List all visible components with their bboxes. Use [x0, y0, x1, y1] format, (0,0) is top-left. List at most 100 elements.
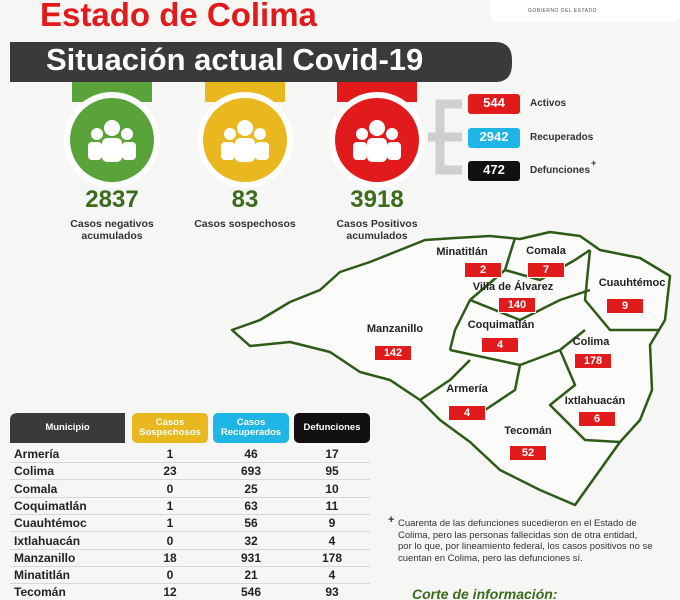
box-active [468, 94, 520, 114]
title: Estado de Colima [40, 0, 317, 33]
breakdown-label: Recuperados [530, 132, 594, 143]
municipality-name: Cuauhtémoc [598, 277, 666, 289]
row-divider [10, 548, 370, 550]
municipality-value: 178 [574, 353, 612, 369]
row-divider [10, 565, 370, 567]
table-header: Casos Recuperados [220, 417, 282, 438]
municipality-value: 140 [498, 297, 536, 313]
municipality-name: Manzanillo [366, 323, 424, 335]
table-cell: 1 [166, 498, 174, 513]
box-recovered [468, 128, 520, 148]
table-cell: 10 [325, 481, 339, 496]
table-cell: 17 [325, 447, 339, 461]
table-cell: 0 [166, 568, 174, 583]
table-cell: Colima [14, 464, 55, 479]
municipality-value: 7 [527, 262, 565, 278]
table-header: Casos Sospechosos [139, 417, 201, 438]
row-divider [10, 531, 370, 533]
summary-label: Casos sospechosos [194, 218, 296, 230]
box-deaths [468, 161, 520, 181]
municipality-name: Colima [572, 336, 610, 348]
row-divider [10, 583, 370, 585]
table-cell: 21 [244, 568, 258, 583]
table-cell: Tecomán [14, 585, 66, 600]
table-header: Municipio [45, 422, 90, 433]
breakdown-label: Defunciones [530, 165, 591, 176]
row-divider [10, 496, 370, 498]
municipality-value: 2 [464, 262, 502, 278]
table-cell: 18 [163, 550, 177, 565]
summary-icons [64, 82, 425, 188]
banner [10, 42, 512, 82]
breakdown-mark: + [591, 158, 597, 168]
municipality-name: Tecomán [504, 425, 552, 437]
table-cell: 178 [321, 550, 343, 565]
table-cell: 25 [244, 481, 258, 496]
table-cell: Minatitlán [14, 568, 70, 583]
table-cell: 4 [328, 533, 336, 548]
summary-label: Casos Positivos acumulados [336, 218, 418, 242]
subtitle: Situación actual Covid-19 [46, 42, 424, 77]
municipality-name: Armería [446, 383, 488, 395]
table-cell: 931 [240, 550, 262, 565]
table-cell: Armería [14, 447, 60, 461]
table-cell: 12 [163, 585, 177, 600]
summary-value: 2837 [85, 186, 139, 213]
table-cell: 93 [325, 585, 339, 600]
table-header-bg [10, 413, 125, 443]
table-cell: 693 [240, 464, 262, 479]
footnote: Cuarenta de las defunciones sucedieron e… [398, 518, 653, 564]
summary-label: Casos negativos acumulados [70, 218, 154, 242]
municipality-name: Ixtlahuacán [564, 395, 626, 407]
table-cell: Ixtlahuacán [14, 533, 81, 548]
row-divider [10, 462, 370, 463]
table-header-bg [132, 413, 208, 443]
summary-value: 83 [231, 186, 259, 213]
breakdown-label: Activos [530, 98, 567, 109]
breakdown-value: 2942 [479, 129, 509, 144]
table-cell: 0 [166, 481, 174, 496]
row-divider [10, 479, 370, 481]
map [230, 230, 672, 507]
table-header-bg [213, 413, 289, 443]
municipality-value: 142 [374, 345, 412, 361]
row-divider [10, 513, 370, 515]
table-cell: Coquimatlán [14, 498, 87, 513]
municipality-value: 4 [448, 405, 486, 421]
table-cell: 95 [325, 464, 339, 479]
table-cell: 1 [166, 447, 174, 461]
cutoff-label: Corte de información: [412, 586, 558, 600]
table-cell: 1 [166, 516, 174, 531]
table-cell: 11 [325, 498, 339, 513]
table-cell: 0 [166, 533, 174, 548]
table-header-bg [294, 413, 370, 443]
table-cell: 56 [244, 516, 258, 531]
summary-value: 3918 [350, 186, 404, 213]
table-cell: Cuauhtémoc [14, 516, 87, 531]
table-header: Defunciones [303, 422, 361, 433]
logo-box [490, 0, 680, 22]
table-cell: 32 [244, 533, 258, 548]
municipality-name: Comala [526, 245, 566, 257]
table-cell: 63 [244, 498, 258, 513]
municipality-value: 6 [578, 411, 616, 427]
table-cell: 46 [244, 447, 258, 461]
logo-text: GOBIERNO DEL ESTADO [528, 8, 597, 14]
municipality-name: Coquimatlán [467, 319, 535, 331]
municipality-value: 52 [509, 445, 547, 461]
bracket [428, 99, 462, 175]
breakdown-value: 544 [483, 95, 505, 110]
table-cell: 546 [240, 585, 262, 600]
table-cell: 9 [328, 516, 336, 531]
municipality-value: 4 [481, 337, 519, 353]
footnote-mark: + [388, 514, 395, 526]
municipality-name: Villa de Álvarez [472, 281, 554, 293]
breakdown-value: 472 [483, 162, 505, 177]
table-cell: Comala [14, 481, 58, 496]
municipality-name: Minatitlán [436, 246, 488, 258]
table-cell: 23 [163, 464, 177, 479]
table-cell: Manzanillo [14, 550, 76, 565]
table-cell: 4 [328, 568, 336, 583]
